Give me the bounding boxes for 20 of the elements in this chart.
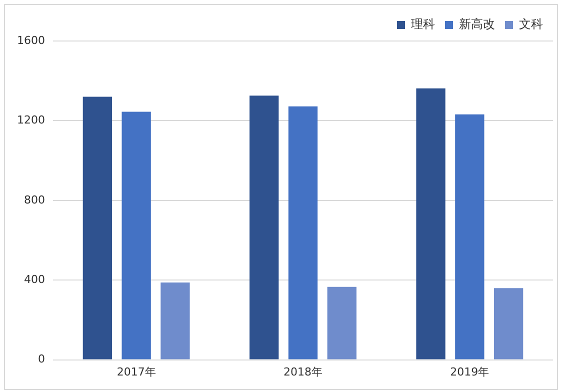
x-tick-label: 2017年 — [116, 365, 156, 378]
y-tick-label: 800 — [24, 193, 45, 206]
legend-label: 文科 — [519, 17, 543, 32]
bar — [122, 112, 151, 360]
bar — [250, 96, 279, 360]
y-tick-label: 400 — [24, 272, 45, 286]
bar — [455, 114, 484, 360]
legend-label: 理科 — [411, 17, 435, 32]
bar — [327, 286, 356, 360]
y-tick-label: 1200 — [16, 114, 45, 127]
bar — [82, 96, 112, 360]
x-tick-label: 2019年 — [450, 365, 490, 378]
legend-label: 新高改 — [459, 17, 495, 32]
y-tick-label: 1600 — [16, 34, 45, 47]
bar — [416, 88, 446, 360]
bar — [494, 288, 524, 360]
x-tick-label: 2018年 — [283, 365, 322, 378]
bar — [160, 282, 190, 360]
bar — [288, 106, 318, 360]
y-tick-label: 0 — [38, 352, 45, 366]
